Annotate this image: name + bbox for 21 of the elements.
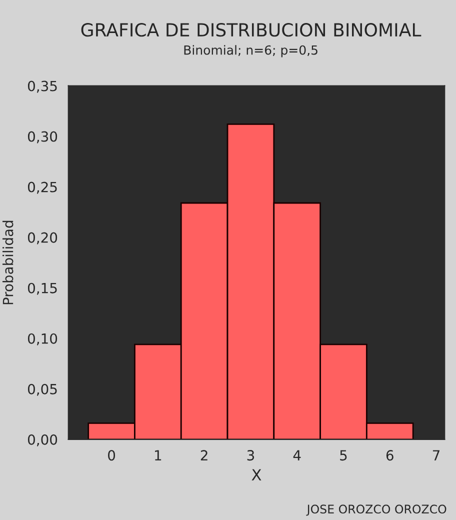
- y-tick-label: 0,10: [28, 333, 58, 346]
- chart-title: GRAFICA DE DISTRIBUCION BINOMIAL: [81, 23, 422, 37]
- x-axis-title: X: [252, 469, 262, 480]
- y-axis-title: Probabilidad: [2, 220, 14, 304]
- x-tick-label: 3: [247, 450, 254, 461]
- y-tick-label: 0,35: [28, 80, 57, 93]
- x-tick-label: 2: [200, 450, 208, 460]
- x-tick-label: 5: [340, 450, 347, 461]
- y-tick-label: 0,05: [28, 384, 57, 396]
- x-tick-label: 1: [155, 450, 162, 460]
- x-tick-label: 4: [293, 450, 301, 460]
- y-tick-label: 0,00: [28, 434, 58, 446]
- y-tick-label: 0,15: [28, 282, 57, 295]
- y-tick-label: 0,20: [28, 232, 58, 244]
- y-tick-label: 0,25: [28, 182, 57, 194]
- x-tick-label: 6: [386, 450, 394, 461]
- chart-subtitle: Binomial; n=6; p=0,5: [184, 45, 318, 58]
- x-tick-label: 0: [108, 450, 116, 461]
- x-tick-label: 7: [432, 450, 440, 460]
- text: JOSE OROZCO OROZCO: [306, 504, 446, 516]
- y-tick-label: 0,30: [28, 131, 58, 144]
